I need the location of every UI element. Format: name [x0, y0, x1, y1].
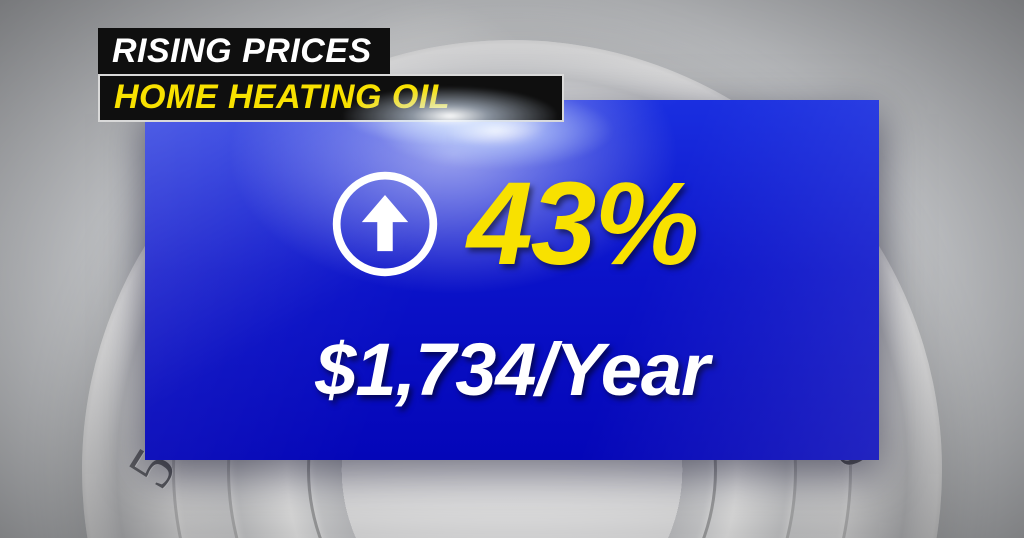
- headline-topic: RISING PRICES: [98, 28, 390, 74]
- percent-increase: 43%: [467, 165, 697, 283]
- info-panel: 43% $1,734/Year: [145, 100, 879, 460]
- annual-cost: $1,734/Year: [145, 327, 879, 412]
- up-arrow-icon: [327, 166, 443, 282]
- headline-strip: RISING PRICES HOME HEATING OIL: [98, 28, 578, 122]
- headline-subject: HOME HEATING OIL: [98, 74, 564, 122]
- stat-row: 43%: [145, 165, 879, 283]
- news-graphic-stage: 50 60 70 80 43% $1,734/Year RISING PRICE…: [0, 0, 1024, 538]
